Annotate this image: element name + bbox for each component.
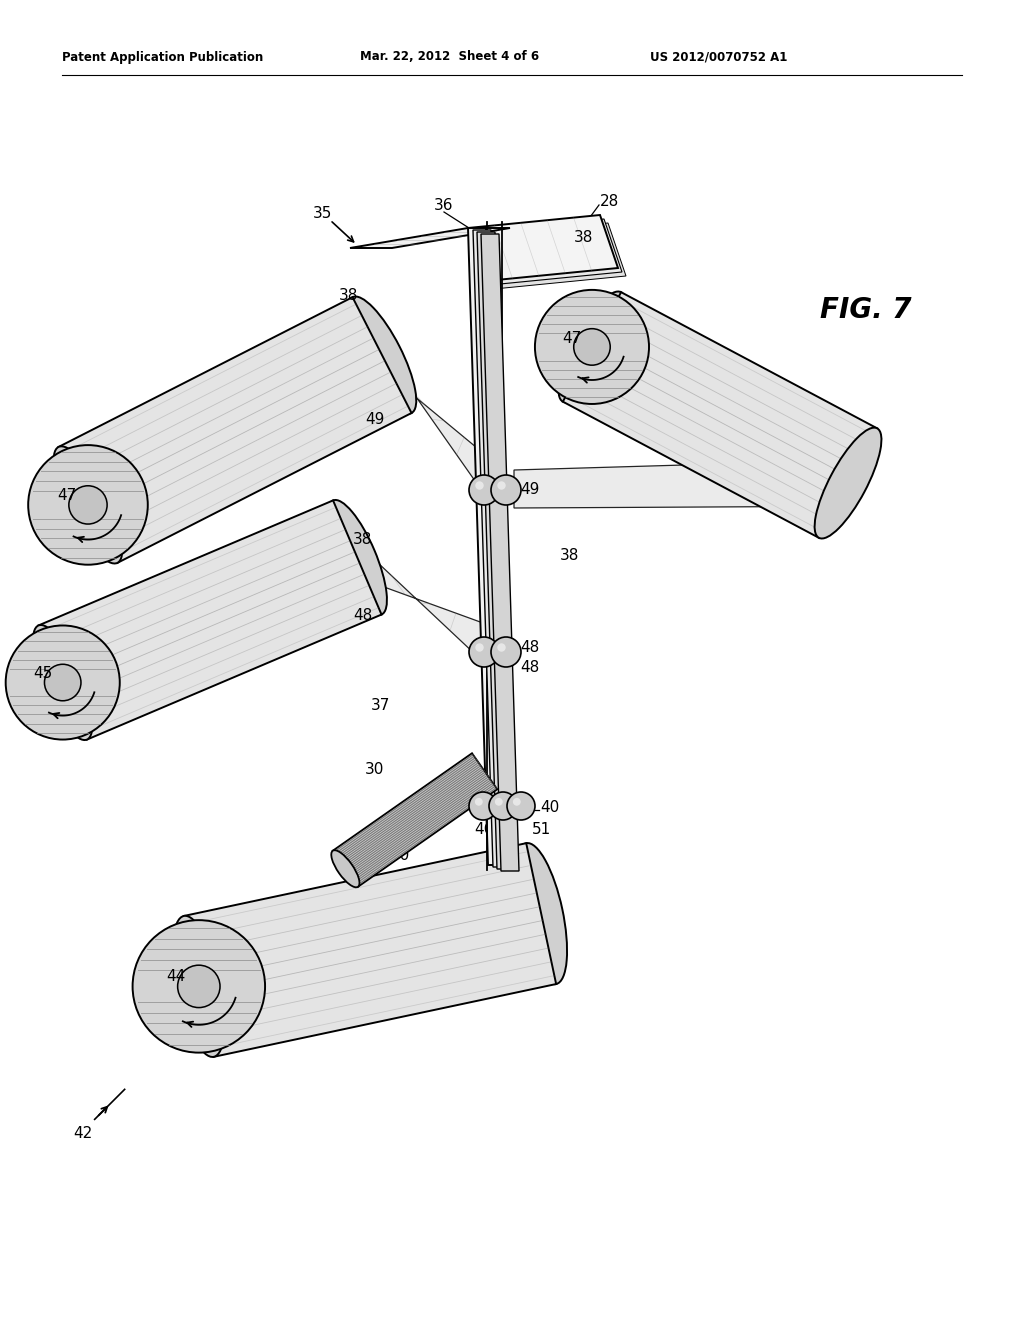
Ellipse shape (815, 428, 882, 539)
Text: 49: 49 (520, 483, 540, 498)
Circle shape (44, 664, 81, 701)
Polygon shape (476, 223, 626, 289)
Polygon shape (477, 232, 515, 869)
Text: 49: 49 (366, 412, 385, 428)
Polygon shape (468, 228, 506, 865)
Text: 46: 46 (474, 822, 494, 837)
Circle shape (490, 638, 521, 667)
Text: 38: 38 (338, 288, 357, 302)
Circle shape (490, 475, 521, 506)
Ellipse shape (53, 446, 122, 564)
Polygon shape (347, 535, 494, 672)
Circle shape (573, 329, 610, 366)
Text: Patent Application Publication: Patent Application Publication (62, 50, 263, 63)
Circle shape (507, 792, 535, 820)
Circle shape (535, 290, 649, 404)
Text: 30: 30 (366, 763, 385, 777)
Text: 48: 48 (520, 660, 540, 676)
Text: 35: 35 (313, 206, 333, 222)
Polygon shape (333, 754, 498, 887)
Text: US 2012/0070752 A1: US 2012/0070752 A1 (650, 50, 787, 63)
Text: 40: 40 (540, 800, 559, 816)
Text: 50: 50 (391, 847, 410, 862)
Circle shape (475, 797, 482, 805)
Polygon shape (468, 215, 618, 281)
Text: 48: 48 (520, 640, 540, 656)
Circle shape (498, 643, 506, 652)
Text: 38: 38 (353, 532, 373, 548)
Circle shape (469, 638, 499, 667)
Text: Mar. 22, 2012  Sheet 4 of 6: Mar. 22, 2012 Sheet 4 of 6 (360, 50, 539, 63)
Text: 48: 48 (353, 607, 373, 623)
Circle shape (69, 486, 108, 524)
Circle shape (513, 797, 521, 805)
Polygon shape (184, 843, 556, 1057)
Circle shape (498, 482, 506, 490)
Ellipse shape (33, 624, 92, 741)
Circle shape (6, 626, 120, 739)
Circle shape (469, 792, 497, 820)
Polygon shape (472, 219, 622, 285)
Text: 45: 45 (33, 667, 52, 681)
Ellipse shape (515, 843, 567, 985)
Circle shape (469, 475, 499, 506)
Text: 38: 38 (560, 548, 580, 562)
Circle shape (495, 797, 503, 805)
Ellipse shape (328, 500, 387, 615)
Polygon shape (514, 459, 860, 508)
Polygon shape (39, 500, 382, 739)
Polygon shape (370, 330, 494, 508)
Circle shape (475, 643, 483, 652)
Polygon shape (350, 228, 510, 248)
Polygon shape (481, 234, 519, 871)
Ellipse shape (173, 916, 224, 1057)
Text: 37: 37 (371, 697, 390, 713)
Circle shape (29, 445, 147, 565)
Circle shape (177, 965, 220, 1007)
Ellipse shape (348, 297, 417, 413)
Polygon shape (58, 297, 412, 562)
Text: FIG. 7: FIG. 7 (820, 296, 911, 323)
Circle shape (489, 792, 517, 820)
Circle shape (475, 482, 483, 490)
Text: 28: 28 (600, 194, 620, 210)
Ellipse shape (332, 850, 359, 887)
Text: 47: 47 (57, 488, 77, 503)
Text: 47: 47 (562, 331, 582, 346)
Text: 44: 44 (166, 969, 185, 983)
Polygon shape (490, 777, 548, 944)
Circle shape (132, 920, 265, 1052)
Text: 38: 38 (574, 231, 593, 246)
Ellipse shape (558, 292, 626, 403)
Text: 51: 51 (532, 822, 551, 837)
Text: 42: 42 (73, 1126, 92, 1140)
Polygon shape (563, 292, 878, 537)
Text: 36: 36 (434, 198, 454, 213)
Polygon shape (473, 230, 511, 867)
